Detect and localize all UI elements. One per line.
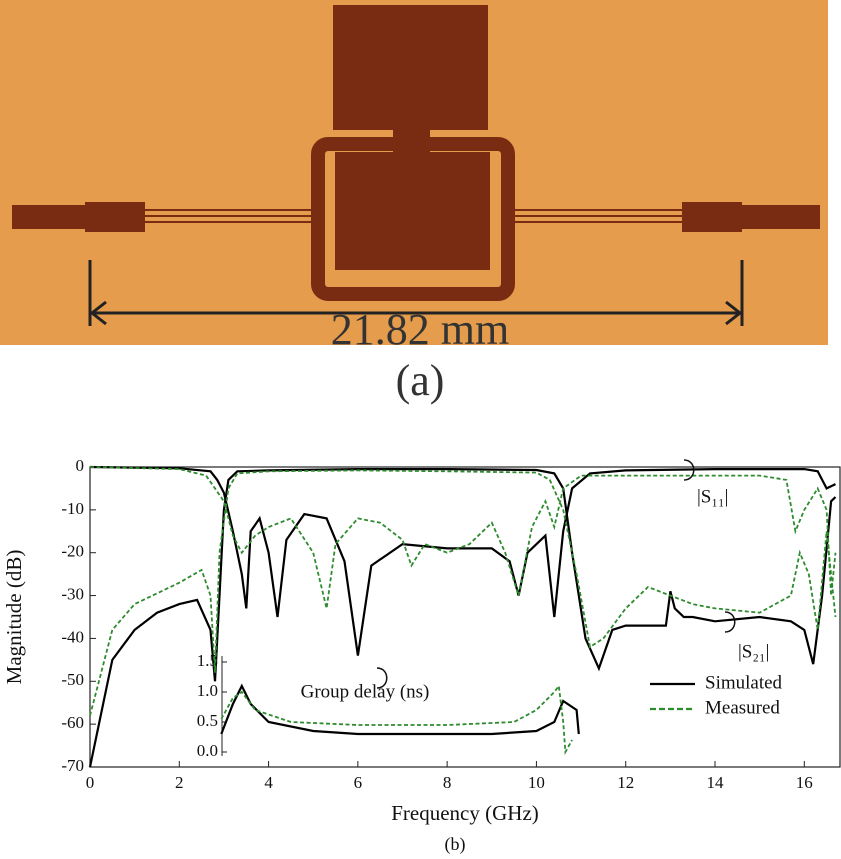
port-line: [735, 205, 820, 229]
feed-pad: [333, 5, 488, 130]
port-line: [12, 205, 92, 229]
figure: 21.82 mm (a) (b) 0 2 4 6 8 10 12 14 16 0 -10 -20 -30…: [0, 0, 841, 859]
legend-label: Simulated: [705, 672, 783, 693]
y-tick-label: -50: [61, 670, 84, 689]
x-tick-label: 16: [796, 773, 813, 792]
annotation: |S₁₁|: [697, 486, 728, 507]
y-tick-label: -10: [61, 499, 84, 518]
port-pad: [682, 202, 742, 232]
x-tick-label: 12: [617, 773, 634, 792]
x-tick-label: 6: [354, 773, 363, 792]
patch: [335, 152, 490, 270]
y-axis-label: Magnitude (dB): [2, 550, 26, 685]
y-tick-label: -60: [61, 713, 84, 732]
x-axis-label: Frequency (GHz): [391, 801, 539, 825]
y-tick-label: -30: [61, 584, 84, 603]
photo: 21.82 mm: [0, 0, 828, 354]
x-tick-label: 0: [86, 773, 95, 792]
y2-tick-label: 1.0: [197, 681, 218, 700]
dimension-label: 21.82 mm: [331, 305, 509, 354]
annotation: Group delay (ns): [301, 681, 430, 702]
y-tick-label: -40: [61, 627, 84, 646]
y2-tick-label: 0.5: [197, 711, 218, 730]
panel-label: (a): [396, 356, 445, 405]
panel-label: (b): [445, 834, 466, 855]
y-tick-label: 0: [76, 456, 85, 475]
x-tick-label: 4: [264, 773, 273, 792]
x-tick-label: 10: [528, 773, 545, 792]
port-pad: [85, 202, 145, 232]
legend-label: Measured: [705, 697, 780, 718]
x-tick-label: 8: [443, 773, 452, 792]
y-tick-label: -70: [61, 756, 84, 775]
annotation-marker: [725, 612, 735, 632]
annotation: |S₂₁|: [738, 641, 769, 662]
y2-tick-label: 0.0: [197, 741, 218, 760]
x-tick-label: 2: [175, 773, 184, 792]
y-tick-label: -20: [61, 542, 84, 561]
x-tick-label: 14: [707, 773, 725, 792]
